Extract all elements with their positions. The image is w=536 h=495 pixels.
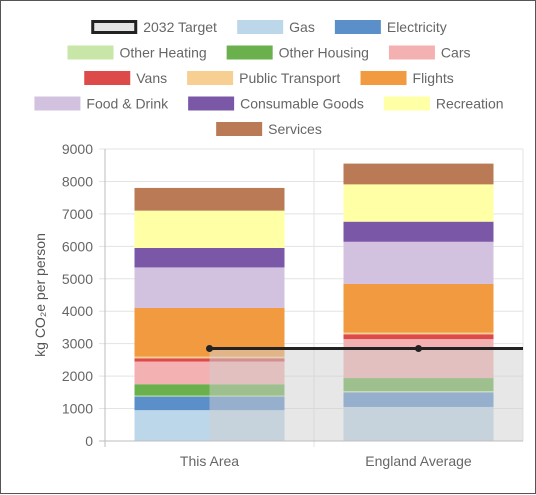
legend-label-cars: Cars	[441, 45, 471, 61]
y-tick-label: 2000	[62, 368, 93, 384]
legend-item-cars[interactable]: Cars	[388, 45, 471, 61]
x-tick-label-this-area: This Area	[180, 453, 239, 469]
legend-swatch-other-heating	[67, 45, 114, 60]
y-tick-label: 5000	[62, 271, 93, 287]
legend-item-2032-target[interactable]: 2032 Target	[91, 19, 217, 35]
legend-swatch-gas	[237, 20, 284, 34]
chart-legend: 2032 Target Gas Electricity Other Heating Ot…	[34, 19, 504, 137]
legend-item-electricity[interactable]: Electricity	[334, 19, 447, 35]
y-tick-label: 0	[85, 433, 93, 449]
legend-item-vans[interactable]: Vans	[84, 70, 167, 86]
legend-item-services[interactable]: Services	[216, 121, 322, 137]
legend-swatch-recreation	[383, 96, 430, 111]
bar-segment-food-and-drink[interactable]	[343, 241, 494, 284]
legend-label-recreation: Recreation	[436, 96, 504, 112]
x-tick-label-england-average: England Average	[365, 453, 472, 469]
target-line-group	[206, 345, 523, 353]
chart-axes: 0 1000 2000 3000 4000 5000 6000 7000 8000 9000 Thi…	[62, 141, 523, 469]
target-point-england-average[interactable]	[415, 345, 422, 353]
legend-item-other-housing[interactable]: Other Housing	[226, 45, 369, 61]
legend-label-2032-target: 2032 Target	[143, 19, 217, 35]
bar-segment-consumable-goods[interactable]	[343, 221, 494, 242]
legend-swatch-flights	[360, 71, 407, 85]
legend-swatch-public-transport	[187, 71, 234, 85]
bar-segment-vans[interactable]	[343, 334, 494, 340]
y-tick-label: 4000	[62, 303, 93, 319]
legend-swatch-other-housing	[226, 45, 273, 60]
legend-item-recreation[interactable]: Recreation	[383, 96, 504, 112]
legend-label-public-transport: Public Transport	[239, 70, 340, 86]
bar-segment-recreation[interactable]	[134, 210, 285, 248]
legend-label-other-housing: Other Housing	[279, 45, 369, 61]
y-axis-title: kg CO₂e per person	[32, 233, 48, 357]
legend-item-public-transport[interactable]: Public Transport	[187, 70, 340, 86]
legend-item-flights[interactable]: Flights	[360, 70, 454, 86]
y-tick-label: 8000	[62, 173, 93, 189]
y-tick-label: 6000	[62, 238, 93, 254]
legend-swatch-food-and-drink	[34, 96, 81, 111]
legend-swatch-services	[216, 122, 263, 136]
legend-item-other-heating[interactable]: Other Heating	[67, 45, 207, 61]
bar-segment-flights[interactable]	[343, 283, 494, 333]
legend-label-electricity: Electricity	[387, 19, 447, 35]
bar-segment-recreation[interactable]	[343, 184, 494, 222]
bar-segment-food-and-drink[interactable]	[134, 267, 285, 308]
legend-item-food-and-drink[interactable]: Food & Drink	[34, 96, 169, 112]
y-tick-label: 7000	[62, 206, 93, 222]
legend-swatch-cars	[388, 45, 435, 60]
bar-segment-services[interactable]	[343, 163, 494, 185]
legend-label-gas: Gas	[289, 19, 315, 35]
legend-swatch-2032-target	[91, 20, 138, 34]
bar-segment-public-transport[interactable]	[343, 332, 494, 335]
legend-label-food-and-drink: Food & Drink	[86, 96, 169, 112]
legend-label-consumable-goods: Consumable Goods	[240, 96, 364, 112]
y-tick-label: 3000	[62, 336, 93, 352]
legend-item-gas[interactable]: Gas	[237, 19, 315, 35]
legend-swatch-consumable-goods	[188, 96, 235, 111]
y-tick-label: 9000	[62, 141, 93, 157]
legend-label-flights: Flights	[413, 70, 454, 86]
target-area-fill	[209, 348, 523, 441]
legend-label-other-heating: Other Heating	[120, 45, 207, 61]
bar-segment-consumable-goods[interactable]	[134, 247, 285, 268]
legend-label-services: Services	[268, 121, 322, 137]
legend-label-vans: Vans	[136, 70, 167, 86]
target-point-this-area[interactable]	[206, 345, 213, 353]
y-tick-label: 1000	[62, 401, 93, 417]
legend-swatch-electricity	[334, 20, 381, 34]
target-area	[209, 348, 523, 441]
bar-segment-services[interactable]	[134, 187, 285, 211]
legend-swatch-vans	[84, 71, 131, 85]
legend-item-consumable-goods[interactable]: Consumable Goods	[188, 96, 364, 112]
